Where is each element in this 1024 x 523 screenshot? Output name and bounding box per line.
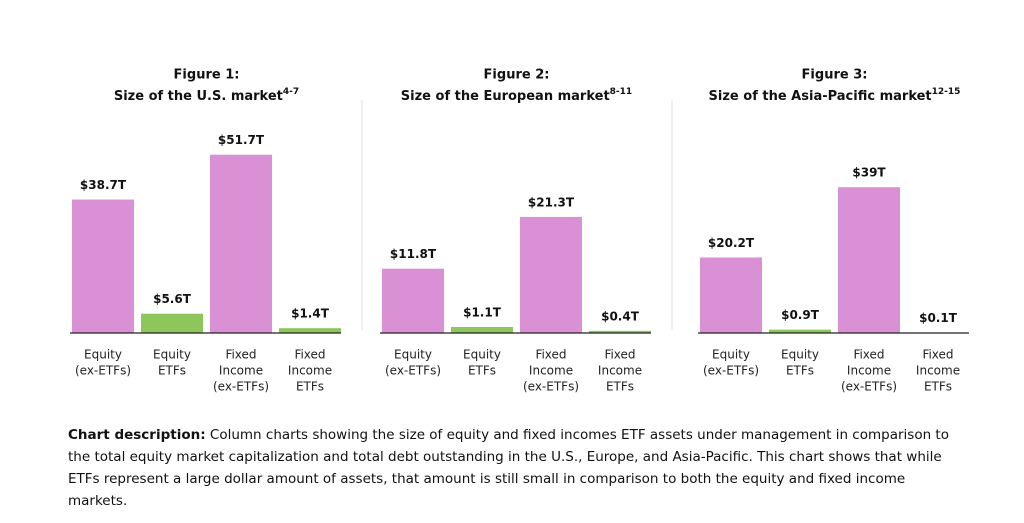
category-label: (ex-ETFs)	[213, 380, 269, 394]
bar	[700, 257, 762, 333]
value-label: $51.7T	[218, 133, 265, 147]
bar	[279, 328, 341, 333]
title-ref: 12-15	[932, 87, 961, 97]
bar	[769, 329, 831, 333]
category-label: ETFs	[606, 380, 634, 394]
category-label: ETFs	[786, 364, 814, 378]
category-label: Fixed	[294, 348, 325, 362]
value-label: $0.1T	[919, 311, 958, 325]
value-label: $1.1T	[463, 306, 502, 320]
category-label: Income	[288, 364, 332, 378]
bar	[72, 199, 134, 333]
category-label: (ex-ETFs)	[523, 380, 579, 394]
bar	[382, 268, 444, 333]
category-label: Equity	[84, 348, 122, 362]
value-label: $5.6T	[153, 292, 192, 306]
bar	[141, 313, 203, 333]
description-text: Column charts showing the size of equity…	[68, 427, 949, 509]
category-label: Fixed	[535, 348, 566, 362]
category-label: (ex-ETFs)	[385, 364, 441, 378]
category-label: ETFs	[296, 380, 324, 394]
bar	[589, 330, 651, 333]
category-label: ETFs	[468, 364, 496, 378]
bar	[451, 327, 513, 333]
category-label: Equity	[463, 348, 501, 362]
category-label: Income	[219, 364, 263, 378]
category-label: Equity	[153, 348, 191, 362]
category-label: Equity	[712, 348, 750, 362]
value-label: $11.8T	[390, 247, 437, 261]
category-label: Fixed	[604, 348, 635, 362]
figure-label: Figure 1:	[174, 68, 240, 83]
category-label: (ex-ETFs)	[841, 380, 897, 394]
title-ref: 8-11	[610, 87, 633, 97]
bar	[520, 216, 582, 333]
chart-title: Size of the U.S. market4-7	[114, 87, 299, 104]
value-label: $38.7T	[80, 178, 127, 192]
value-label: $1.4T	[291, 307, 330, 321]
value-label: $0.9T	[781, 308, 820, 322]
category-label: Equity	[394, 348, 432, 362]
description: Chart description: Column charts showing…	[68, 424, 968, 512]
category-label: (ex-ETFs)	[75, 364, 131, 378]
category-label: Equity	[781, 348, 819, 362]
category-label: Fixed	[922, 348, 953, 362]
category-label: Fixed	[853, 348, 884, 362]
category-label: Income	[916, 364, 960, 378]
category-label: ETFs	[158, 364, 186, 378]
charts: Figure 1: Size of the U.S. market4-7 $38.7…	[70, 68, 969, 394]
category-label: ETFs	[924, 380, 952, 394]
title-text: Size of the U.S. market	[114, 89, 283, 104]
title-ref: 4-7	[283, 87, 299, 97]
value-label: $39T	[852, 166, 886, 180]
title-text: Size of the Asia-Pacific market	[709, 89, 932, 104]
value-label: $21.3T	[528, 195, 575, 209]
category-label: Fixed	[225, 348, 256, 362]
category-label: Income	[598, 364, 642, 378]
figure-label: Figure 3:	[802, 68, 868, 83]
category-label: Income	[529, 364, 573, 378]
value-label: $20.2T	[708, 236, 755, 250]
description-label: Chart description:	[68, 427, 206, 443]
category-label: (ex-ETFs)	[703, 364, 759, 378]
bar	[210, 154, 272, 333]
bar	[838, 187, 900, 333]
title-text: Size of the European market	[401, 89, 610, 104]
chart-title: Size of the European market8-11	[401, 87, 632, 104]
chart-title: Size of the Asia-Pacific market12-15	[709, 87, 961, 104]
category-label: Income	[847, 364, 891, 378]
value-label: $0.4T	[601, 309, 640, 323]
figure-label: Figure 2:	[484, 68, 550, 83]
